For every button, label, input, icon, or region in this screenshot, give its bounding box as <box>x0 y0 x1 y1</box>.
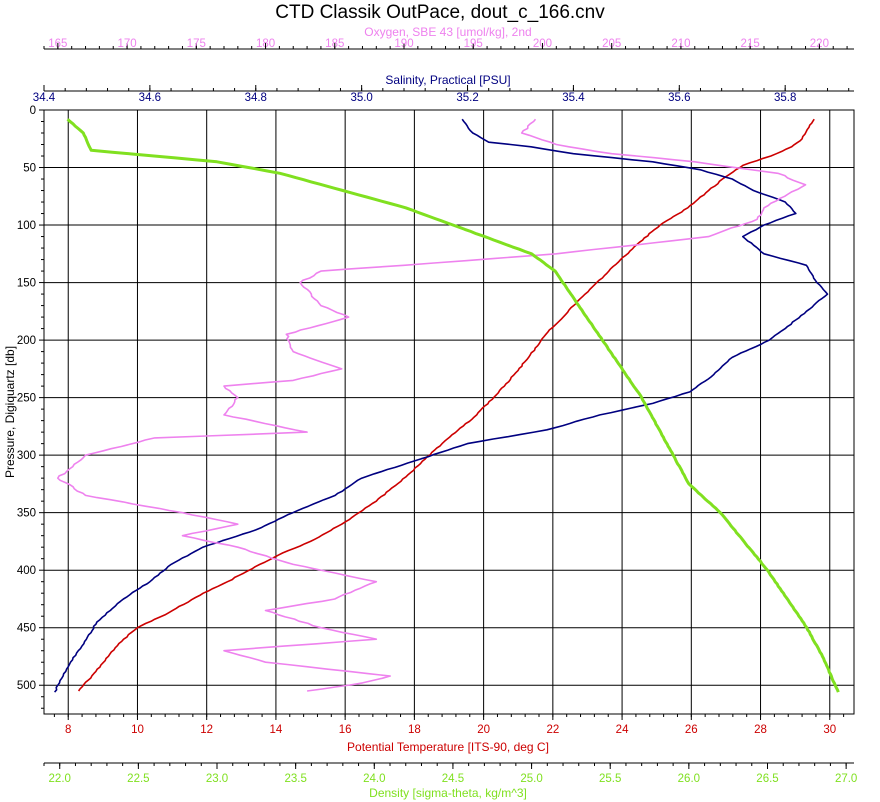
y-tick-label: 450 <box>17 623 36 635</box>
oxygen-tick-label: 185 <box>325 38 344 50</box>
density-tick-label: 25.0 <box>520 773 542 785</box>
y-axis-label: Pressure, Digiquartz [db] <box>3 346 17 478</box>
grid-lines <box>44 109 854 714</box>
oxygen-tick-label: 195 <box>464 38 483 50</box>
oxygen-tick-label: 170 <box>117 38 136 50</box>
oxygen-profile-line <box>56 118 807 692</box>
temperature-tick-label: 24 <box>616 724 629 736</box>
y-tick-label: 0 <box>30 105 36 117</box>
oxygen-tick-label: 165 <box>48 38 67 50</box>
temperature-tick-label: 12 <box>200 724 213 736</box>
y-tick-label: 400 <box>17 565 36 577</box>
y-tick-label: 200 <box>17 335 36 347</box>
temperature-tick-label: 10 <box>131 724 144 736</box>
plot-frame <box>43 109 855 715</box>
data-series <box>53 118 840 693</box>
density-tick-label: 26.5 <box>756 773 778 785</box>
density-axis-label: Density [sigma-theta, kg/m^3] <box>369 786 527 800</box>
oxygen-axis-label: Oxygen, SBE 43 [umol/kg], 2nd <box>364 25 531 39</box>
density-tick-label: 24.0 <box>363 773 385 785</box>
temperature-tick-label: 26 <box>685 724 698 736</box>
oxygen-tick-label: 205 <box>602 38 621 50</box>
density-tick-label: 27.0 <box>835 773 857 785</box>
oxygen-tick-label: 175 <box>187 38 206 50</box>
salinity-tick-label: 35.0 <box>350 92 372 104</box>
temperature-axis-label: Potential Temperature [ITS-90, deg C] <box>347 740 549 754</box>
density-tick-label: 22.5 <box>127 773 149 785</box>
oxygen-tick-label: 220 <box>810 38 829 50</box>
oxygen-tick-label: 180 <box>256 38 275 50</box>
temperature-profile-line <box>77 118 815 692</box>
salinity-tick-label: 35.4 <box>562 92 585 104</box>
density-tick-label: 26.0 <box>678 773 700 785</box>
temperature-tick-label: 22 <box>546 724 559 736</box>
chart-title: CTD Classik OutPace, dout_c_166.cnv <box>275 2 605 23</box>
y-tick-label: 50 <box>23 163 36 175</box>
y-tick-label: 100 <box>17 220 36 232</box>
y-tick-label: 500 <box>17 680 36 692</box>
y-tick-label: 300 <box>17 450 36 462</box>
y-tick-label: 250 <box>17 393 36 405</box>
y-tick-label: 150 <box>17 278 36 290</box>
temperature-tick-label: 14 <box>270 724 283 736</box>
density-tick-label: 23.0 <box>206 773 228 785</box>
temperature-tick-label: 18 <box>408 724 421 736</box>
temperature-tick-label: 16 <box>339 724 352 736</box>
salinity-profile-line <box>53 118 829 693</box>
salinity-tick-label: 35.2 <box>456 92 478 104</box>
salinity-tick-label: 34.4 <box>33 92 56 104</box>
temperature-tick-label: 30 <box>823 724 836 736</box>
salinity-tick-label: 35.8 <box>774 92 796 104</box>
temperature-tick-label: 28 <box>754 724 767 736</box>
density-tick-label: 25.5 <box>599 773 621 785</box>
density-tick-label: 23.5 <box>284 773 306 785</box>
y-tick-label: 350 <box>17 508 36 520</box>
oxygen-tick-label: 215 <box>741 38 760 50</box>
density-tick-label: 22.0 <box>49 773 71 785</box>
salinity-tick-label: 34.8 <box>245 92 267 104</box>
oxygen-tick-label: 190 <box>394 38 413 50</box>
temperature-tick-label: 20 <box>477 724 490 736</box>
oxygen-tick-label: 200 <box>533 38 552 50</box>
salinity-axis-label: Salinity, Practical [PSU] <box>385 73 510 87</box>
oxygen-tick-label: 210 <box>671 38 690 50</box>
axes: 0 50 100 150 200 250 300 350 400 450 500 165 170 175 1… <box>17 25 858 800</box>
density-profile-line <box>66 118 840 693</box>
temperature-tick-label: 8 <box>65 724 71 736</box>
salinity-tick-label: 34.6 <box>139 92 161 104</box>
salinity-tick-label: 35.6 <box>668 92 690 104</box>
density-tick-label: 24.5 <box>442 773 464 785</box>
